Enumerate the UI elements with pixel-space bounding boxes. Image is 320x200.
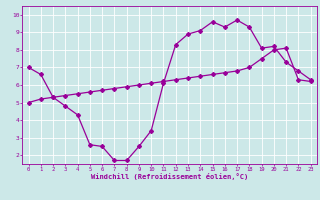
X-axis label: Windchill (Refroidissement éolien,°C): Windchill (Refroidissement éolien,°C) [91, 173, 248, 180]
